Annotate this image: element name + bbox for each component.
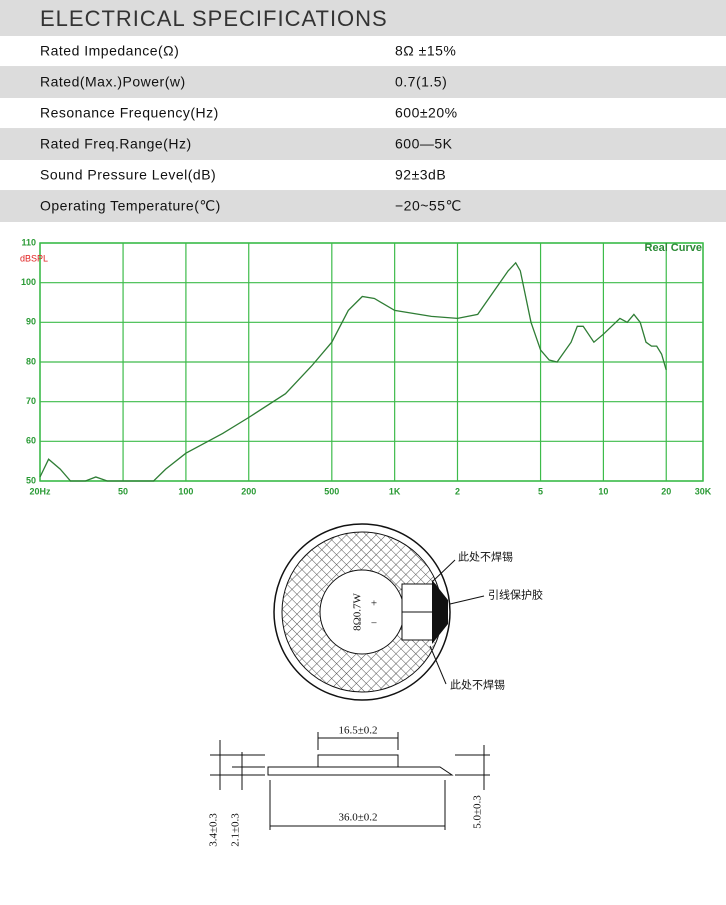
y-tick-label: 60 [26,436,36,446]
magnet [317,754,399,767]
x-tick-label: 20 [661,486,671,496]
y-tick-label: 80 [26,356,36,366]
label: 此处不焊锡 [458,550,513,564]
x-tick-label: 1K [389,486,401,496]
x-tick-label: 5 [538,486,543,496]
dimension: 5.0±0.3 [472,795,484,829]
cell: 600—5K [395,136,453,152]
polarity: + [371,598,377,610]
cell: −20~55℃ [395,198,462,214]
cell: 600±20% [395,105,458,121]
x-tick-label: 10 [598,486,608,496]
x-tick-label: 50 [118,486,128,496]
cell: Resonance Frequency(Hz) [40,105,219,121]
row-band [0,129,726,160]
row-band [0,67,726,98]
cell: Sound Pressure Level(dB) [40,167,216,183]
marking: 8Ω0.7W [352,592,364,630]
y-tick-label: 70 [26,396,36,406]
cell: 92±3dB [395,167,446,183]
cell: Rated Freq.Range(Hz) [40,136,192,152]
side-view [210,732,490,830]
response-curve [39,261,667,482]
x-tick-label: 500 [324,486,339,496]
dimension: 2.1±0.3 [230,813,242,847]
dimension: 16.5±0.2 [338,725,377,737]
x-tick-label: 20Hz [29,486,51,496]
header-band [0,0,726,36]
dimension: 36.0±0.2 [338,812,377,824]
polarity: − [371,618,377,630]
leader [429,645,447,685]
cell: Operating Temperature(℃) [40,198,221,214]
leader [449,595,485,605]
top-view: 此处不焊锡 引线保护胶 此处不焊锡 8Ω0.7W + − [273,523,543,701]
x-tick-label: 2 [455,486,460,496]
y-tick-label: 90 [26,317,36,327]
x-tick-label: 200 [241,486,256,496]
cell: 8Ω ±15% [395,43,456,59]
label: 引线保护胶 [488,588,543,602]
glue [432,580,448,644]
y-axis-label: dBSPL [20,253,48,263]
body [267,766,454,776]
spec-table: Rated Impedance(Ω) 8Ω ±15% Rated(Max.)Powe… [0,43,726,222]
cell: Rated Impedance(Ω) [40,43,179,59]
cell: Rated(Max.)Power(w) [40,74,186,90]
cell: 0.7(1.5) [395,74,447,90]
annotation: Real Curve [645,242,702,254]
x-tick-label: 100 [178,486,193,496]
y-tick-label: 100 [21,277,36,287]
row-band [0,191,726,222]
y-tick-label: 50 [26,475,36,485]
y-tick-label: 110 [21,237,36,247]
label: 此处不焊锡 [450,678,505,692]
header-title: ELECTRICAL SPECIFICATIONS [40,6,388,31]
leader [431,559,456,583]
x-tick-label: 30K [695,486,712,496]
dimension: 3.4±0.3 [208,813,220,847]
